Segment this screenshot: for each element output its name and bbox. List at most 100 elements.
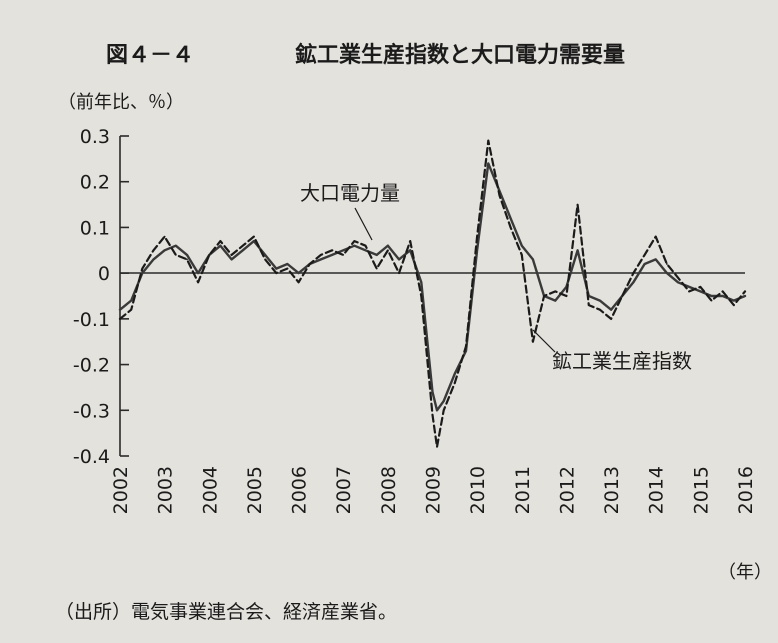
- data-point-electricity: [699, 290, 702, 293]
- data-point-electricity: [297, 272, 300, 274]
- data-point-electricity: [532, 258, 534, 261]
- data-point-production: [576, 203, 579, 206]
- source-note: （出所）電気事業連合会、経済産業省。: [55, 601, 397, 623]
- data-point-production: [487, 139, 490, 142]
- x-tick-label: 2004: [199, 466, 221, 514]
- x-tick-label: 2015: [690, 466, 712, 514]
- x-axis-unit-label: （年）: [718, 562, 772, 583]
- data-point-production: [364, 244, 367, 247]
- data-point-electricity: [643, 263, 646, 265]
- x-tick-label: 2011: [512, 466, 534, 514]
- annotation-electricity-leader: [354, 207, 373, 241]
- data-point-electricity: [721, 295, 724, 297]
- data-point-electricity: [688, 286, 691, 288]
- data-point-production: [465, 345, 467, 348]
- data-point-production: [436, 446, 438, 448]
- x-tick-label: 2006: [289, 466, 311, 514]
- data-point-electricity: [320, 258, 322, 261]
- data-point-electricity: [163, 249, 166, 252]
- data-point-production: [275, 272, 278, 274]
- data-point-electricity: [130, 299, 133, 302]
- chart-title: 鉱工業生産指数と大口電力需要量: [295, 42, 625, 68]
- y-tick-label: 0.1: [80, 217, 110, 239]
- data-point-electricity: [375, 254, 378, 256]
- y-tick-label: -0.4: [73, 446, 110, 468]
- data-point-production: [398, 272, 400, 274]
- x-tick-label: 2007: [333, 466, 355, 514]
- y-tick-label: -0.3: [73, 400, 110, 422]
- series-line-production: [118, 139, 747, 448]
- data-point-production: [520, 254, 523, 256]
- data-point-electricity: [230, 258, 233, 261]
- data-point-electricity: [286, 263, 289, 265]
- data-point-electricity: [610, 308, 612, 311]
- data-point-electricity: [654, 258, 657, 261]
- data-point-production: [320, 254, 322, 256]
- x-tick-label: 2016: [735, 466, 757, 514]
- data-point-production: [253, 235, 255, 238]
- x-tick-label: 2003: [155, 466, 177, 514]
- data-point-production: [264, 258, 266, 261]
- data-point-production: [342, 254, 345, 256]
- data-point-electricity: [554, 299, 557, 302]
- data-point-production: [241, 244, 244, 247]
- data-point-production: [599, 308, 601, 311]
- data-point-production: [331, 249, 333, 252]
- data-point-electricity: [241, 249, 244, 252]
- data-point-electricity: [264, 254, 266, 256]
- data-point-electricity: [409, 249, 412, 252]
- data-point-electricity: [387, 244, 389, 247]
- y-tick-label: -0.2: [73, 355, 110, 377]
- annotation-production-label: 鉱工業生産指数: [552, 349, 692, 373]
- x-tick-label: 2008: [378, 466, 400, 514]
- data-point-production: [152, 249, 155, 252]
- x-tick-label: 2013: [601, 466, 623, 514]
- data-point-production: [186, 258, 188, 261]
- data-point-production: [498, 194, 501, 197]
- data-point-production: [230, 254, 233, 256]
- data-point-production: [532, 340, 534, 343]
- data-point-production: [699, 286, 702, 288]
- data-point-production: [197, 281, 200, 284]
- data-point-production: [632, 272, 635, 274]
- data-point-production: [677, 276, 679, 279]
- x-tick-label: 2010: [467, 466, 489, 514]
- data-point-electricity: [141, 272, 144, 274]
- y-tick-label: 0.2: [80, 172, 110, 194]
- data-point-electricity: [509, 217, 512, 220]
- data-point-production: [308, 263, 311, 265]
- annotation-production: 鉱工業生産指数: [532, 329, 692, 373]
- data-point-electricity: [666, 272, 668, 274]
- series-layer: [118, 139, 747, 448]
- y-axis-ticks: 0.3 0.2 0.1 0 -0.1 -0.2 -0.3 -0.4: [73, 126, 129, 468]
- data-point-electricity: [576, 249, 579, 252]
- data-point-production: [141, 267, 144, 270]
- data-point-electricity: [487, 162, 490, 165]
- data-point-production: [375, 267, 378, 270]
- data-point-production: [610, 318, 612, 320]
- data-point-production: [409, 240, 412, 243]
- data-point-electricity: [197, 272, 200, 274]
- x-axis-labels: 2002 2003 2004 2005 2006 2007 2008 2009 2010 2011…: [110, 466, 757, 514]
- data-point-production: [654, 235, 657, 238]
- data-point-electricity: [453, 372, 456, 375]
- x-tick-label: 2012: [556, 466, 578, 514]
- data-point-electricity: [732, 299, 735, 302]
- figure-number: 図４－４: [106, 43, 194, 68]
- data-point-production: [621, 295, 624, 297]
- data-point-production: [732, 304, 735, 306]
- y-tick-label: -0.1: [73, 309, 110, 331]
- data-point-production: [387, 249, 389, 252]
- data-point-electricity: [436, 409, 438, 412]
- data-point-production: [420, 295, 423, 297]
- annotation-production-leader: [532, 329, 556, 353]
- x-tick-label: 2009: [423, 466, 445, 514]
- data-point-electricity: [219, 244, 222, 247]
- annotation-electricity: 大口電力量: [300, 181, 400, 241]
- data-point-electricity: [275, 267, 278, 270]
- data-point-electricity: [632, 281, 635, 284]
- data-point-electricity: [677, 281, 679, 284]
- data-point-production: [476, 235, 478, 238]
- data-point-production: [721, 290, 724, 293]
- data-point-electricity: [119, 308, 121, 311]
